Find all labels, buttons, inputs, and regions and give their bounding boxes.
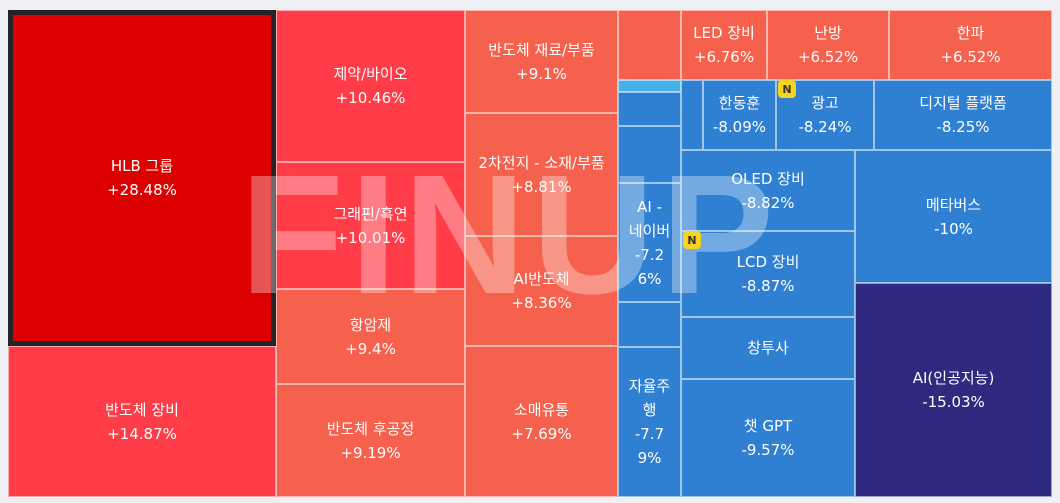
tile-change: -7.79% xyxy=(634,425,665,467)
tile-name: 창투사 xyxy=(747,339,789,357)
tile-change: -8.24% xyxy=(798,118,852,136)
tile-change: +6.52% xyxy=(940,48,1001,66)
tile-change: +8.81% xyxy=(511,177,572,196)
treemap-tile[interactable]: 제약/바이오 +10.46% xyxy=(276,10,465,162)
treemap-tile[interactable]: AI반도체 +8.36% xyxy=(465,236,618,346)
tile-change: -9.57% xyxy=(741,441,795,459)
treemap-tile[interactable]: 난방 +6.52% xyxy=(767,10,889,80)
treemap-tile[interactable]: 자율주행 -7.79% xyxy=(618,347,681,497)
tile-name: 반도체 후공정 xyxy=(326,419,415,438)
treemap-tile[interactable]: 항암제 +9.4% xyxy=(276,289,465,384)
tile-name: 난방 xyxy=(814,24,842,42)
tile-change: +6.76% xyxy=(693,48,755,66)
treemap-tile[interactable]: 한동훈 -8.09% xyxy=(703,80,776,150)
tile-name: AI - 네이버 xyxy=(628,197,671,240)
treemap-tile[interactable]: 챗 GPT -9.57% xyxy=(681,379,855,497)
tile-change: +10.46% xyxy=(335,89,406,107)
treemap-tile[interactable] xyxy=(681,80,703,150)
tile-change: -8.87% xyxy=(741,277,795,295)
tile-name: AI반도체 xyxy=(513,270,570,288)
tile-change: -7.26% xyxy=(634,245,665,288)
treemap-tile[interactable]: 2차전지 - 소재/부품 +8.81% xyxy=(465,113,618,236)
tile-name: 한동훈 xyxy=(718,94,761,112)
treemap-tile[interactable]: 반도체 후공정 +9.19% xyxy=(276,384,465,497)
tile-name: 챗 GPT xyxy=(743,417,793,435)
tile-name: 광고 xyxy=(811,94,839,112)
tile-change: +9.19% xyxy=(340,443,401,462)
tile-change: -10% xyxy=(934,219,973,238)
treemap-tile[interactable]: 그래핀/흑연 +10.01% xyxy=(276,162,465,289)
tile-change: +9.1% xyxy=(516,64,567,83)
new-badge-icon: N xyxy=(778,80,796,98)
tile-change: +14.87% xyxy=(107,424,177,443)
treemap-tile[interactable]: OLED 장비 -8.82% xyxy=(681,150,855,231)
tile-change: +9.4% xyxy=(345,339,396,358)
treemap-tile[interactable] xyxy=(618,126,681,183)
tile-name: 항암제 xyxy=(349,315,392,334)
treemap-tile[interactable]: 디지털 플랫폼 -8.25% xyxy=(874,80,1052,150)
treemap-tile[interactable] xyxy=(618,10,681,80)
tile-change: +8.36% xyxy=(511,294,572,312)
tile-change: -8.09% xyxy=(712,118,767,136)
tile-name: 반도체 재료/부품 xyxy=(488,40,595,59)
treemap-tile[interactable] xyxy=(618,92,681,126)
tile-name: 제약/바이오 xyxy=(333,65,408,83)
tile-name: LED 장비 xyxy=(693,24,755,42)
new-badge-icon: N xyxy=(683,231,701,249)
tile-name: HLB 그룹 xyxy=(110,157,174,175)
treemap-tile[interactable]: 광고 -8.24% xyxy=(776,80,874,150)
tile-change: +7.69% xyxy=(511,424,572,443)
treemap-tile[interactable]: 메타버스 -10% xyxy=(855,150,1052,283)
treemap-tile[interactable]: 반도체 장비 +14.87% xyxy=(8,346,276,497)
tile-name: 반도체 장비 xyxy=(105,400,179,419)
tile-name: 그래핀/흑연 xyxy=(333,204,408,223)
tile-name: LCD 장비 xyxy=(736,253,800,271)
tile-change: +10.01% xyxy=(335,228,406,247)
tile-name: 디지털 플랫폼 xyxy=(919,94,1007,112)
treemap-tile[interactable]: 한파 +6.52% xyxy=(889,10,1052,80)
tile-change: +28.48% xyxy=(107,181,177,199)
tile-change: -8.82% xyxy=(741,193,795,212)
treemap-tile[interactable] xyxy=(618,80,681,92)
tile-name: 메타버스 xyxy=(925,195,982,214)
treemap-tile[interactable]: LED 장비 +6.76% xyxy=(681,10,767,80)
treemap-tile[interactable]: AI(인공지능) -15.03% xyxy=(855,283,1052,497)
treemap-tile[interactable]: LCD 장비 -8.87% xyxy=(681,231,855,317)
tile-name: 한파 xyxy=(956,24,985,42)
treemap-tile[interactable]: 반도체 재료/부품 +9.1% xyxy=(465,10,618,113)
tile-name: AI(인공지능) xyxy=(912,369,995,387)
treemap-tile[interactable]: HLB 그룹 +28.48% xyxy=(8,10,276,346)
treemap-tile[interactable]: AI - 네이버 -7.26% xyxy=(618,183,681,302)
tile-change: +6.52% xyxy=(797,48,859,66)
tile-name: OLED 장비 xyxy=(731,169,805,188)
tile-change: -15.03% xyxy=(922,393,985,411)
tile-name: 자율주행 xyxy=(628,377,671,419)
tile-name: 2차전지 - 소재/부품 xyxy=(478,153,605,172)
tile-change: -8.25% xyxy=(936,118,990,136)
treemap-tile[interactable]: 창투사 xyxy=(681,317,855,379)
treemap-tile[interactable]: 소매유통 +7.69% xyxy=(465,346,618,497)
treemap-tile[interactable] xyxy=(618,302,681,347)
tile-name: 소매유통 xyxy=(513,400,570,419)
